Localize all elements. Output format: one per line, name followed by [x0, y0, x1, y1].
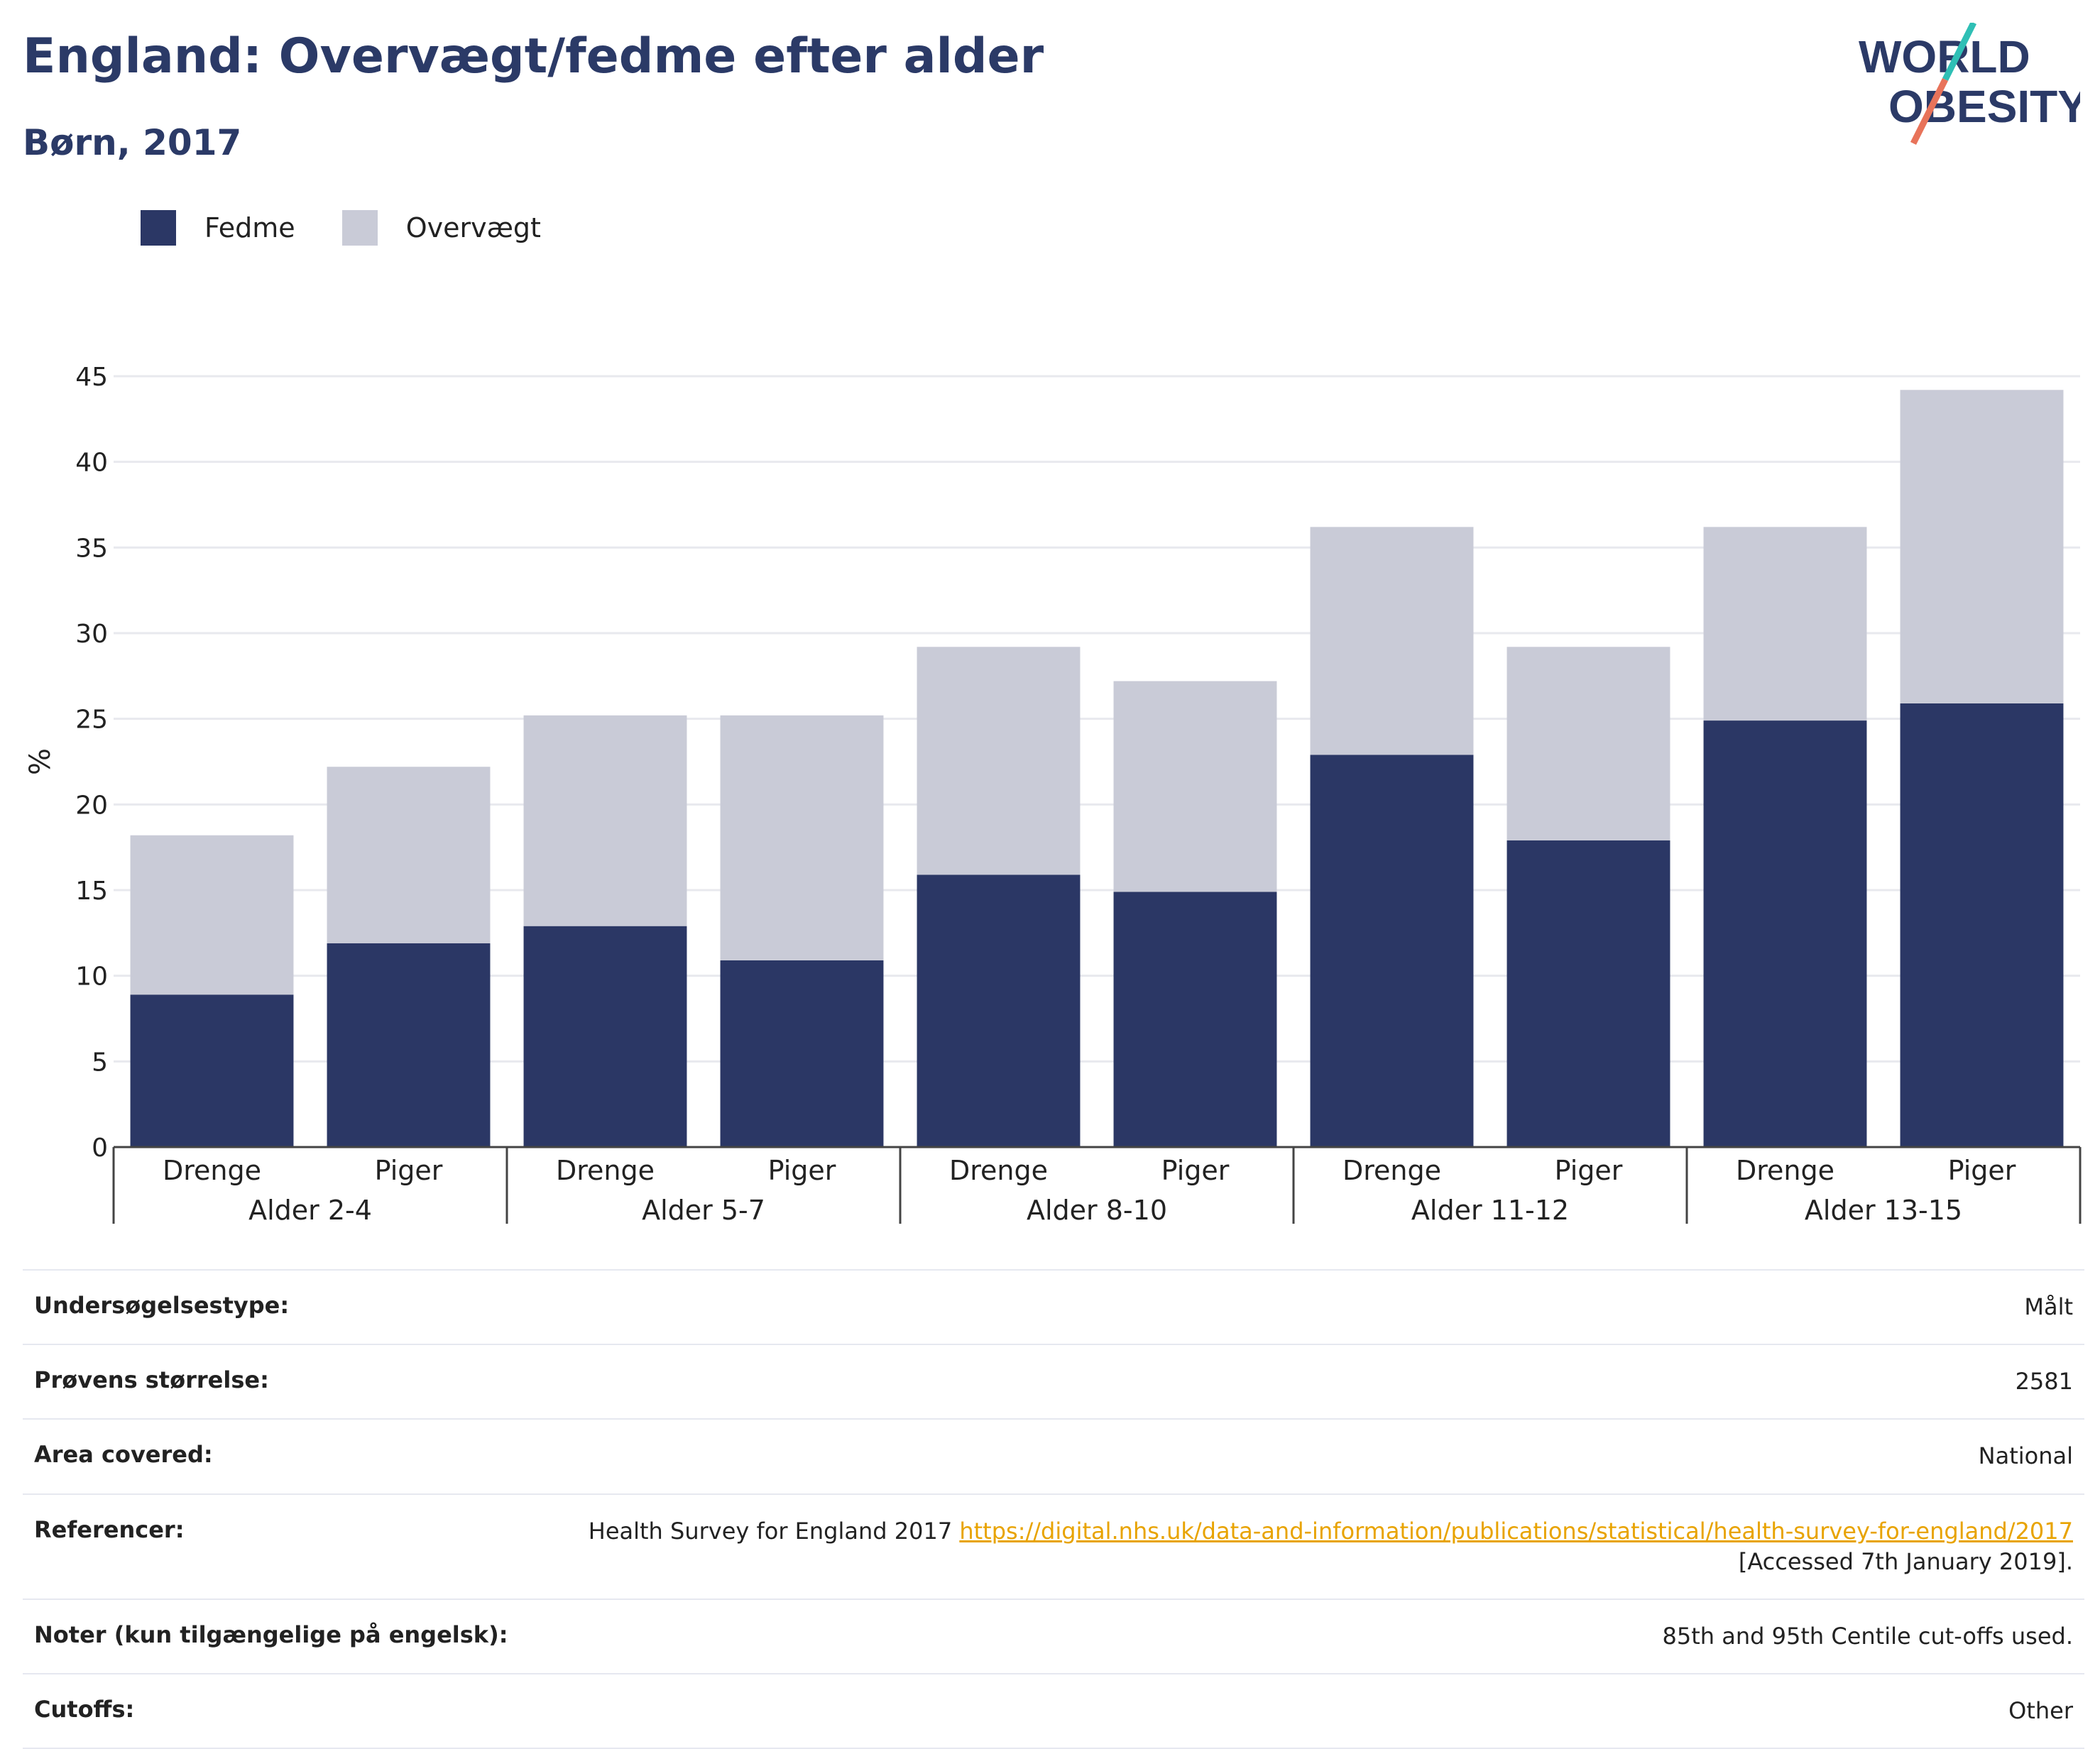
legend-label-fedme: Fedme — [204, 212, 295, 243]
bar-fedme — [1310, 755, 1474, 1147]
meta-value-references: Health Survey for England 2017 https://d… — [589, 1516, 2073, 1577]
reference-link[interactable]: https://digital.nhs.uk/data-and-informat… — [959, 1517, 2073, 1545]
meta-row-cutoffs: Cutoffs: Other — [23, 1673, 2084, 1749]
meta-row-notes: Noter (kun tilgængelige på engelsk): 85t… — [23, 1598, 2084, 1673]
meta-label: Prøvens størrelse: — [34, 1366, 269, 1394]
legend-swatch-overvaegt — [341, 210, 378, 246]
bar-fedme — [1703, 720, 1867, 1147]
bar-fedme — [1900, 703, 2064, 1147]
meta-label: Noter (kun tilgængelige på engelsk): — [34, 1621, 508, 1648]
group-label: Alder 11-12 — [1411, 1195, 1569, 1226]
bar-fedme — [327, 943, 491, 1147]
bar-overvaegt — [1900, 390, 2064, 703]
bar-overvaegt — [1703, 527, 1867, 721]
y-axis-label: % — [24, 748, 57, 775]
x-tick-label: Piger — [1948, 1155, 2016, 1186]
bar-overvaegt — [917, 647, 1081, 875]
world-obesity-logo: WORLD OBESITY — [1859, 23, 2080, 146]
stacked-bar-chart: 0 5 10 15 20 25 30 35 40 45% Drenge Piger Drenge Pige… — [24, 363, 2082, 1226]
bar-overvaegt — [1310, 527, 1474, 755]
legend-item-overvaegt[interactable]: Overvægt — [341, 210, 541, 246]
meta-row-references: Referencer: Health Survey for England 20… — [23, 1493, 2084, 1599]
bar-fedme — [130, 994, 294, 1147]
meta-value: 85th and 95th Centile cut-offs used. — [1662, 1622, 2073, 1650]
y-tick-label: 20 — [75, 791, 108, 820]
bar-overvaegt — [1113, 681, 1277, 892]
bar-fedme — [1506, 840, 1670, 1147]
y-tick-label: 25 — [75, 706, 108, 735]
bar-overvaegt — [523, 715, 687, 926]
meta-value: National — [1978, 1442, 2073, 1470]
y-tick-label: 45 — [75, 363, 108, 392]
x-tick-label: Drenge — [949, 1155, 1048, 1186]
bar-overvaegt — [720, 715, 884, 960]
meta-label: Area covered: — [34, 1441, 213, 1469]
chart-subtitle: Børn, 2017 — [23, 122, 242, 163]
group-label: Alder 8-10 — [1027, 1195, 1167, 1226]
legend: Fedme Overvægt — [141, 210, 588, 246]
x-tick-label: Piger — [1555, 1155, 1623, 1186]
metadata-table: Undersøgelsestype: Målt Prøvens størrels… — [23, 1269, 2084, 1749]
y-tick-label: 5 — [92, 1048, 108, 1077]
meta-label: Undersøgelsestype: — [34, 1292, 290, 1319]
meta-label: Cutoffs: — [34, 1696, 135, 1723]
x-tick-label: Drenge — [1736, 1155, 1834, 1186]
legend-item-fedme[interactable]: Fedme — [141, 210, 295, 246]
logo-text-world: WORLD — [1859, 31, 2030, 82]
legend-swatch-fedme — [141, 210, 176, 246]
x-tick-label: Piger — [375, 1155, 443, 1186]
meta-row-area-covered: Area covered: National — [23, 1418, 2084, 1493]
logo-slash-teal — [1942, 23, 1977, 82]
meta-row-sample-size: Prøvens størrelse: 2581 — [23, 1344, 2084, 1418]
y-tick-label: 30 — [75, 620, 108, 649]
meta-value: Målt — [2024, 1293, 2073, 1320]
reference-source-text: Health Survey for England 2017 — [588, 1517, 960, 1545]
x-tick-label: Drenge — [163, 1155, 261, 1186]
y-tick-label: 10 — [75, 963, 108, 992]
x-tick-label: Piger — [768, 1155, 836, 1186]
chart-title: England: Overvægt/fedme efter alder — [23, 28, 1044, 84]
bar-fedme — [523, 926, 687, 1147]
bar-fedme — [917, 874, 1081, 1147]
group-label: Alder 2-4 — [248, 1195, 372, 1226]
meta-value: Other — [2008, 1697, 2073, 1725]
x-tick-label: Drenge — [556, 1155, 655, 1186]
reference-accessed-text: [Accessed 7th January 2019]. — [1738, 1547, 2073, 1575]
meta-row-survey-type: Undersøgelsestype: Målt — [23, 1269, 2084, 1344]
y-tick-label: 40 — [75, 449, 108, 478]
y-tick-label: 35 — [75, 534, 108, 563]
logo-slash-coral — [1910, 77, 1949, 146]
group-label: Alder 5-7 — [642, 1195, 765, 1226]
y-tick-label: 0 — [92, 1134, 108, 1163]
bar-overvaegt — [327, 767, 491, 943]
meta-label: Referencer: — [34, 1515, 185, 1543]
bar-fedme — [720, 960, 884, 1147]
x-tick-label: Piger — [1161, 1155, 1230, 1186]
bar-overvaegt — [130, 835, 294, 995]
group-label: Alder 13-15 — [1805, 1195, 1962, 1226]
x-tick-label: Drenge — [1342, 1155, 1441, 1186]
bar-fedme — [1113, 892, 1277, 1147]
legend-label-overvaegt: Overvægt — [405, 212, 541, 243]
meta-value: 2581 — [2015, 1368, 2073, 1396]
y-tick-label: 15 — [75, 877, 108, 906]
bar-overvaegt — [1506, 647, 1670, 841]
